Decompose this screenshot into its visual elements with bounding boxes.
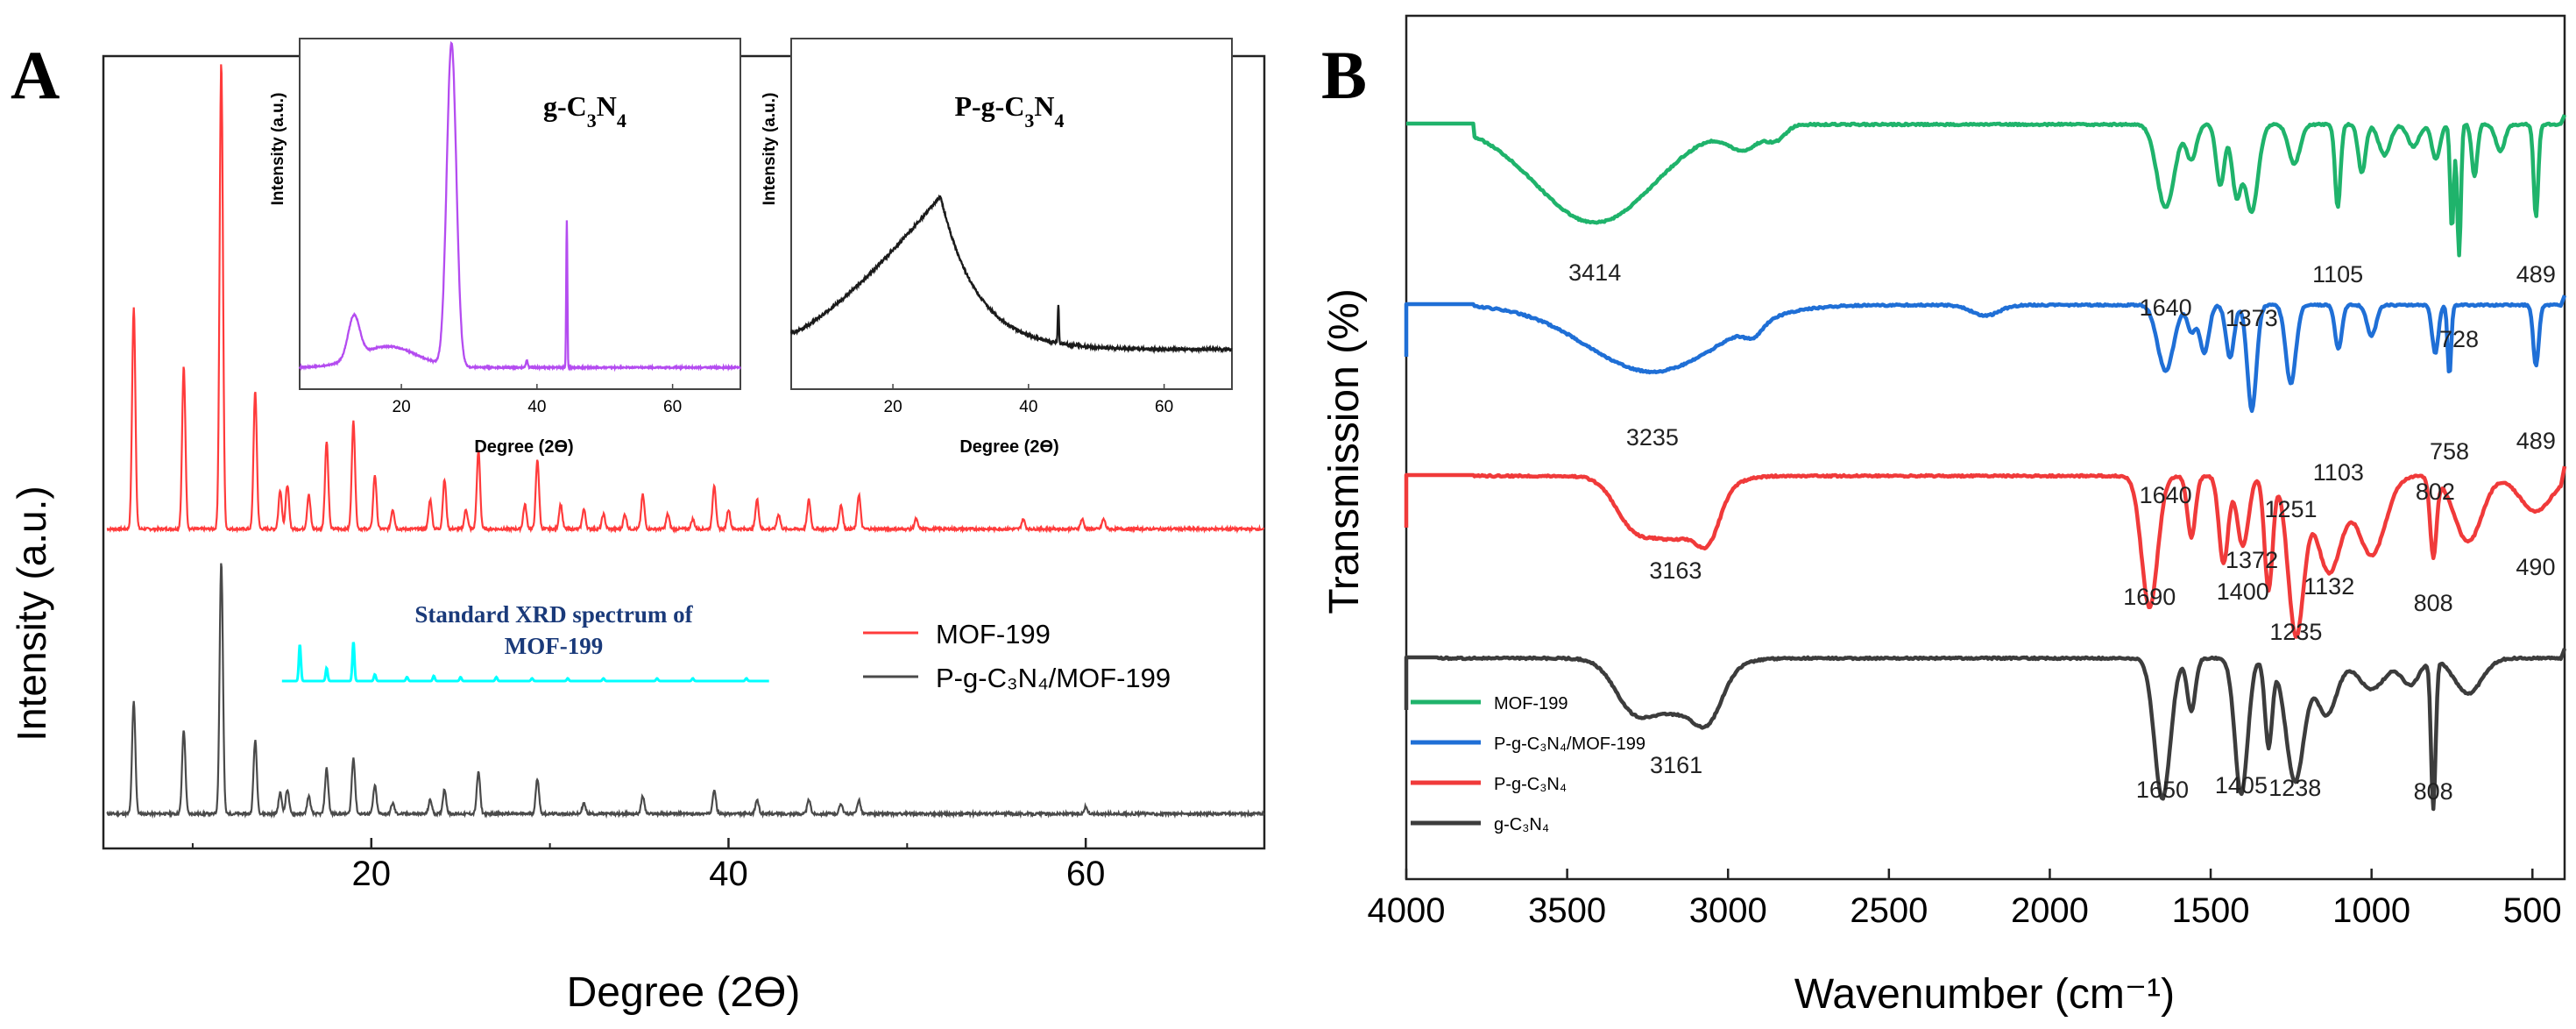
inset-tick-label: 60 <box>663 398 682 416</box>
panel-a-ylabel-group: Intensity (a.u.) <box>9 486 54 741</box>
panel-b-peak-labels: 3414 1640 1373 1105 728 489 3235 1640 1372 1251 11… <box>1568 259 2556 805</box>
panel-b-peak-label: 808 <box>2414 590 2453 616</box>
panel-b: B Transmission (%) 4000 3500 3000 2500 2000 1… <box>1321 14 2567 1018</box>
legend-b-label-gcn: g-C₃N₄ <box>1494 815 1549 834</box>
panel-b-tick-label: 2000 <box>2011 891 2089 930</box>
inset2-content: 20 40 60 <box>789 194 1233 416</box>
inset2-title: P-g-C3N4 <box>954 90 1064 131</box>
panel-b-peak-label: 3414 <box>1568 259 1621 286</box>
panel-b-peak-label: 1372 <box>2226 547 2278 573</box>
panel-a-series <box>106 64 1265 820</box>
panel-b-y-axis-label: Transmission (%) <box>1321 288 1368 614</box>
inset1-y-label: Intensity (a.u.) <box>269 93 287 206</box>
panel-b-series-line <box>1404 648 2567 812</box>
panel-b-peak-label: 1400 <box>2217 578 2269 605</box>
series-composite-line <box>106 563 1265 820</box>
inset1-x-label: Degree (2ϴ) <box>474 437 573 457</box>
panel-b-tick-label: 4000 <box>1368 891 1446 930</box>
inset-series-line <box>789 194 1233 355</box>
inset1-content: 20 40 60 <box>298 40 741 416</box>
panel-b-peak-label: 758 <box>2430 438 2469 465</box>
panel-b-peak-label: 1105 <box>2312 261 2363 287</box>
panel-b-tick-label: 2500 <box>1850 891 1928 930</box>
panel-b-x-axis-label: Wavenumber (cm⁻¹) <box>1794 971 2175 1018</box>
inset-p-g-c3n4: 20 40 60 Intensity (a.u.) Degree (2ϴ) P-g-… <box>761 38 1233 457</box>
panel-b-peak-label: 490 <box>2516 554 2555 580</box>
series-mof199-line <box>106 64 1265 535</box>
legend-b-label-composite: P-g-C₃N₄/MOF-199 <box>1494 734 1645 754</box>
panel-b-x-ticks: 4000 3500 3000 2500 2000 1500 1000 500 <box>1368 869 2562 930</box>
panel-b-peak-label: 808 <box>2414 778 2453 805</box>
panel-b-peak-label: 1373 <box>2226 305 2278 331</box>
panel-a-x-ticks: 20 40 60 <box>191 838 1265 893</box>
legend-label-mof199: MOF-199 <box>936 619 1051 649</box>
inset-tick-label: 20 <box>884 398 902 416</box>
legend-label-composite: P-g-C₃N₄/MOF-199 <box>936 663 1171 693</box>
panel-a-tick-label: 60 <box>1066 855 1106 893</box>
inset2-y-label: Intensity (a.u.) <box>761 93 779 206</box>
legend-b-label-mof199: MOF-199 <box>1494 694 1568 713</box>
panel-b-peak-label: 3163 <box>1649 557 1702 584</box>
panel-b-peak-label: 1251 <box>2264 496 2317 522</box>
panel-a-y-axis-label: Intensity (a.u.) <box>9 486 54 741</box>
legend-b-label-pgcn: P-g-C₃N₄ <box>1494 775 1567 794</box>
panel-a-label: A <box>11 37 60 113</box>
panel-b-peak-label: 3235 <box>1626 424 1679 451</box>
standard-annotation-line1: Standard XRD spectrum of <box>414 601 693 628</box>
panel-a-tick-label: 20 <box>352 855 392 893</box>
inset2-x-label: Degree (2ϴ) <box>959 437 1058 457</box>
panel-b-peak-label: 1235 <box>2269 619 2322 645</box>
inset-series-line <box>298 40 741 373</box>
panel-b-peak-label: 1238 <box>2268 775 2321 801</box>
panel-a-tick-label: 40 <box>709 855 748 893</box>
panel-b-tick-label: 1000 <box>2332 891 2410 930</box>
panel-a-legend: MOF-199 P-g-C₃N₄/MOF-199 <box>863 619 1171 693</box>
panel-b-peak-label: 489 <box>2516 261 2556 287</box>
panel-b-tick-label: 3500 <box>1528 891 1606 930</box>
panel-b-tick-label: 500 <box>2503 891 2562 930</box>
panel-b-peak-label: 1132 <box>2304 573 2354 600</box>
inset-tick-label: 20 <box>393 398 411 416</box>
panel-b-peak-label: 3161 <box>1650 752 1702 778</box>
inset2-frame <box>790 38 1233 390</box>
panel-b-peak-label: 1640 <box>2140 295 2192 321</box>
panel-b-peak-label: 802 <box>2416 479 2455 505</box>
panel-a-x-axis-label: Degree (2ϴ) <box>567 969 801 1016</box>
panel-b-peak-label: 1405 <box>2215 772 2268 798</box>
panel-b-tick-label: 3000 <box>1689 891 1767 930</box>
inset-g-c3n4: 20 40 60 Intensity (a.u.) Degree (2ϴ) g-C3… <box>269 38 741 457</box>
panel-b-peak-label: 1640 <box>2140 482 2192 508</box>
panel-b-label: B <box>1321 37 1367 113</box>
inset-tick-label: 60 <box>1155 398 1173 416</box>
panel-b-series-line <box>1404 295 2567 414</box>
panel-b-series-line <box>1405 114 2567 258</box>
standard-annotation-line2: MOF-199 <box>505 633 603 659</box>
panel-b-legend: MOF-199 P-g-C₃N₄/MOF-199 P-g-C₃N₄ g-C₃N₄ <box>1411 694 1645 834</box>
panel-b-series-line <box>1404 465 2567 639</box>
panel-b-peak-label: 1650 <box>2136 777 2189 803</box>
panel-b-tick-label: 1500 <box>2172 891 2250 930</box>
panel-b-plot-frame <box>1405 14 2566 881</box>
panel-b-peak-label: 1103 <box>2313 459 2364 486</box>
panel-a: A Intensity (a.u.) 20 40 60 Degree (2ϴ) St… <box>9 37 1266 1016</box>
panel-b-peak-label: 489 <box>2516 428 2556 454</box>
inset-tick-label: 40 <box>1019 398 1037 416</box>
inset1-title: g-C3N4 <box>543 90 626 131</box>
series-standard-line <box>281 642 769 683</box>
inset1-frame <box>299 38 741 390</box>
panel-b-peak-label: 728 <box>2439 326 2479 352</box>
panel-b-series <box>1404 114 2567 812</box>
panel-b-peak-label: 1690 <box>2123 584 2176 610</box>
inset-tick-label: 40 <box>527 398 546 416</box>
